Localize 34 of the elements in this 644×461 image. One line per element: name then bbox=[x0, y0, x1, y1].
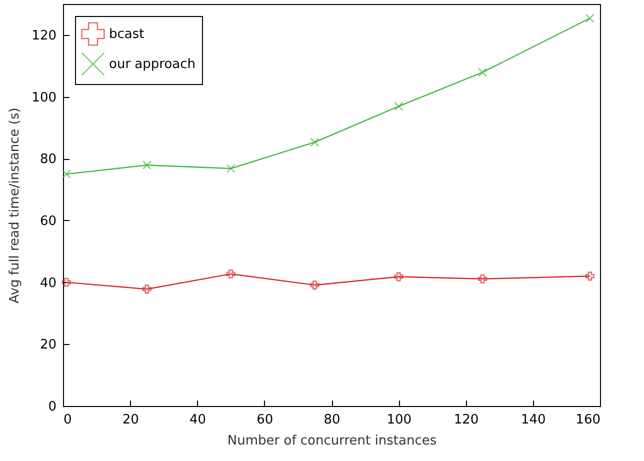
y-tick-label: 40 bbox=[40, 276, 56, 291]
x-tick-label: 160 bbox=[576, 412, 600, 428]
point bbox=[226, 164, 236, 173]
point bbox=[394, 272, 404, 282]
point bbox=[142, 160, 152, 170]
point bbox=[478, 274, 488, 284]
x-tick-label: 100 bbox=[386, 412, 412, 428]
point bbox=[310, 280, 320, 290]
point bbox=[478, 68, 488, 77]
point bbox=[62, 170, 71, 179]
x-tick-label: 60 bbox=[256, 412, 274, 428]
x-axis-title: Number of concurrent instances bbox=[227, 434, 437, 448]
x-tick-label: 20 bbox=[122, 412, 139, 428]
y-tick-label: 120 bbox=[32, 28, 56, 44]
y-tick-label: 80 bbox=[40, 152, 56, 168]
y-tick-label: 20 bbox=[40, 338, 56, 353]
legend-label: our approach bbox=[109, 57, 196, 72]
x-tick-label: 120 bbox=[454, 412, 479, 428]
x-tick-label: 80 bbox=[324, 412, 340, 428]
point bbox=[226, 269, 236, 278]
point bbox=[62, 278, 71, 287]
legend-label: bcast bbox=[109, 27, 144, 42]
x-tick-label: 0 bbox=[64, 412, 72, 428]
point bbox=[142, 284, 152, 294]
y-tick-label: 100 bbox=[32, 90, 56, 106]
point bbox=[585, 272, 594, 281]
x-tick-label: 40 bbox=[189, 412, 206, 428]
y-axis-title: Avg full read time/instance (s) bbox=[8, 108, 23, 304]
y-tick-label: 0 bbox=[48, 400, 56, 414]
point bbox=[394, 102, 404, 111]
point bbox=[310, 138, 320, 147]
x-tick-label: 140 bbox=[520, 412, 546, 428]
y-tick-label: 60 bbox=[40, 214, 56, 229]
point bbox=[585, 14, 594, 23]
